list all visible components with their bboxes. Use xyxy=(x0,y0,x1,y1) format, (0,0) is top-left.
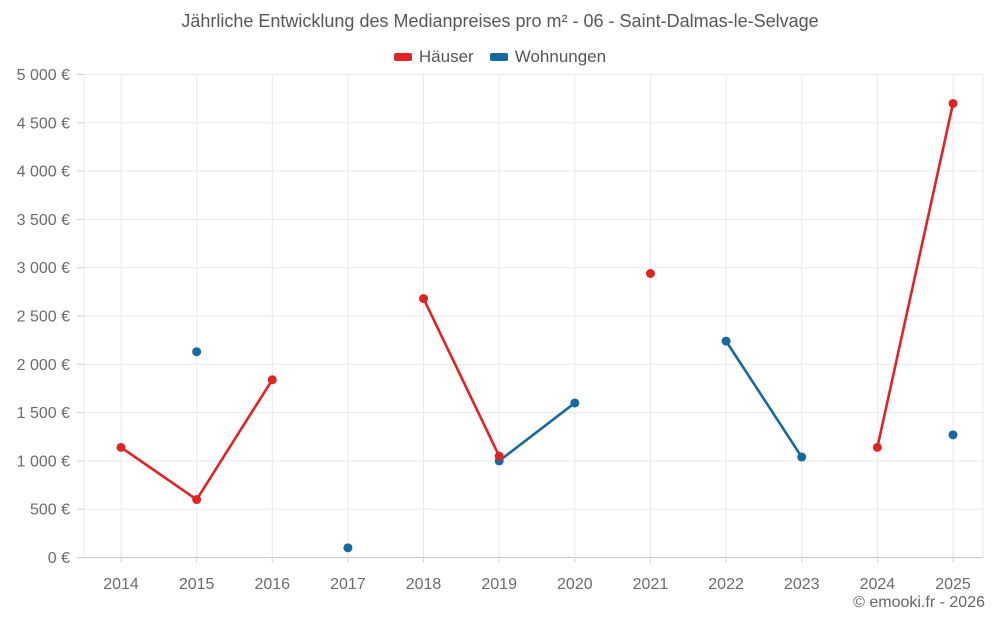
series-segment-wohnungen xyxy=(497,401,577,463)
y-tick-label: 0 € xyxy=(48,550,70,567)
y-tick-label: 4 500 € xyxy=(17,115,70,132)
data-point-haeuser-2019[interactable] xyxy=(494,451,504,461)
x-tick-label: 2015 xyxy=(179,576,215,593)
y-tick-label: 500 € xyxy=(30,502,70,519)
series-segment-haeuser xyxy=(422,297,501,458)
series-segment-wohnungen xyxy=(724,339,804,459)
x-tick-label: 2014 xyxy=(103,576,139,593)
data-point-wohnungen-2017[interactable] xyxy=(343,543,353,553)
x-tick-label: 2025 xyxy=(935,576,971,593)
data-point-wohnungen-2015[interactable] xyxy=(192,347,202,357)
data-point-wohnungen-2025[interactable] xyxy=(948,430,958,440)
y-tick-label: 4 000 € xyxy=(17,164,70,181)
data-point-haeuser-2014[interactable] xyxy=(116,442,126,452)
x-tick-label: 2021 xyxy=(633,576,669,593)
data-point-wohnungen-2023[interactable] xyxy=(797,452,807,462)
data-point-haeuser-2021[interactable] xyxy=(645,268,655,278)
data-point-haeuser-2015[interactable] xyxy=(192,495,202,505)
data-point-wohnungen-2022[interactable] xyxy=(721,336,731,346)
y-tick-label: 2 500 € xyxy=(17,309,70,326)
y-tick-label: 1 500 € xyxy=(17,405,70,422)
series-segment-haeuser xyxy=(195,378,274,501)
x-tick-label: 2019 xyxy=(481,576,517,593)
series-segment-haeuser xyxy=(119,446,198,501)
data-point-haeuser-2025[interactable] xyxy=(948,98,958,108)
data-point-wohnungen-2020[interactable] xyxy=(570,398,580,408)
legend-label-wohnungen: Wohnungen xyxy=(514,47,607,66)
y-tick-label: 2 000 € xyxy=(17,357,70,374)
data-point-haeuser-2024[interactable] xyxy=(872,442,882,452)
legend-item-wohnungen[interactable]: Wohnungen xyxy=(489,47,607,67)
x-tick-label: 2017 xyxy=(330,576,366,593)
copyright-label: © emooki.fr - 2026 xyxy=(853,594,985,611)
y-tick-label: 1 000 € xyxy=(17,453,70,470)
x-tick-label: 2016 xyxy=(254,576,290,593)
legend-label-haeuser: Häuser xyxy=(418,47,474,66)
x-tick-label: 2024 xyxy=(860,576,896,593)
series-segment-haeuser xyxy=(876,102,955,449)
y-tick-label: 3 000 € xyxy=(17,260,70,277)
legend-swatch-wohnungen xyxy=(489,53,508,61)
chart-legend: Häuser Wohnungen xyxy=(0,47,1000,67)
x-tick-label: 2020 xyxy=(557,576,593,593)
data-point-haeuser-2016[interactable] xyxy=(267,375,277,385)
x-tick-label: 2018 xyxy=(406,576,442,593)
x-tick-label: 2022 xyxy=(708,576,744,593)
y-tick-label: 5 000 € xyxy=(17,67,70,84)
x-tick-label: 2023 xyxy=(784,576,820,593)
legend-swatch-haeuser xyxy=(393,53,412,61)
data-point-haeuser-2018[interactable] xyxy=(419,294,429,304)
y-tick-label: 3 500 € xyxy=(17,212,70,229)
legend-item-haeuser[interactable]: Häuser xyxy=(393,47,474,67)
chart-title: Jährliche Entwicklung des Medianpreises … xyxy=(181,11,819,31)
